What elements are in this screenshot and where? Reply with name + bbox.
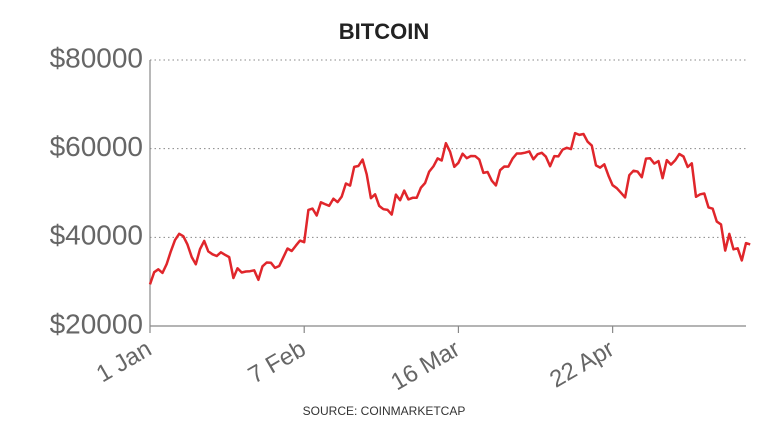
chart-title: BITCOIN xyxy=(339,19,429,44)
price-line xyxy=(148,131,751,285)
y-tick-label: $60000 xyxy=(50,131,143,162)
y-tick-label: $80000 xyxy=(50,42,143,73)
y-tick-label: $20000 xyxy=(50,308,143,339)
source: SOURCE: COINMARKETCAP xyxy=(303,404,466,418)
y-tick-label: $40000 xyxy=(50,220,143,251)
